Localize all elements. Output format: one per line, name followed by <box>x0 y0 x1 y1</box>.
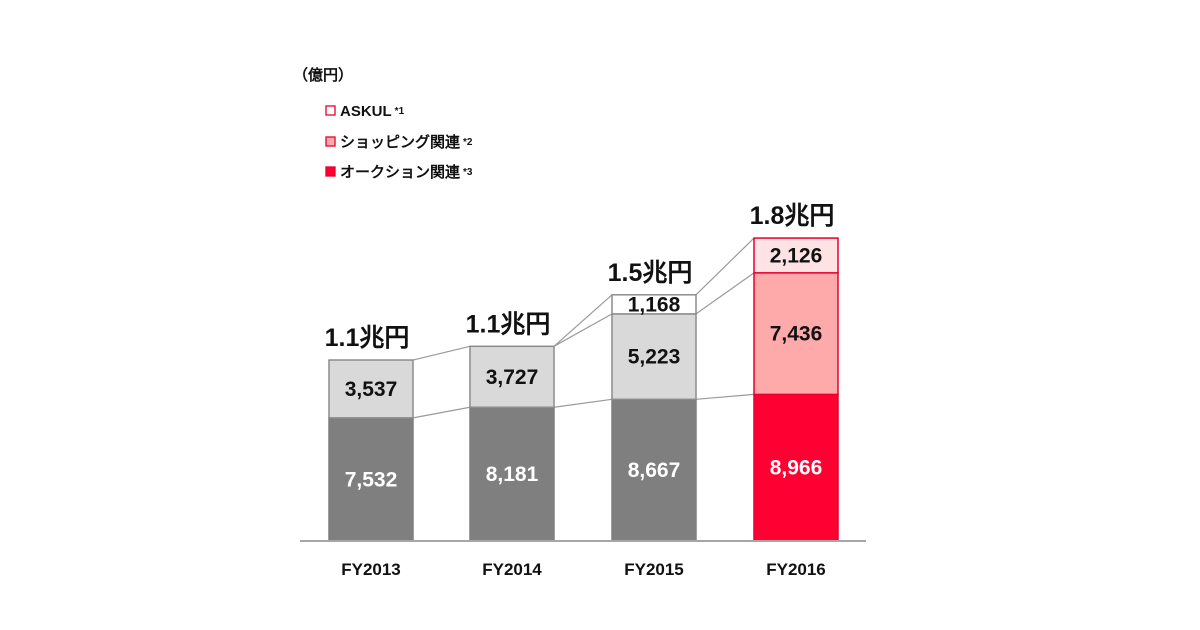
bar-segment-shopping-fy2013 <box>328 359 414 419</box>
legend-label-shopping: ショッピング関連 *2 <box>340 133 473 151</box>
value-label-auction-fy2014: 8,181 <box>486 463 539 486</box>
bar-segment-auction-fy2016 <box>753 393 839 542</box>
x-tick-fy2015: FY2015 <box>624 560 684 579</box>
connector-line <box>553 313 613 347</box>
bar-segment-shopping-fy2015 <box>611 313 697 401</box>
bar-segment-auction-fy2013 <box>328 417 414 542</box>
value-label-shopping-fy2015: 5,223 <box>628 346 681 369</box>
bar-segment-askul-fy2015 <box>611 294 697 315</box>
legend-swatch-shopping <box>325 136 336 147</box>
legend-swatch-auction <box>325 166 336 177</box>
total-label-fy2016: 1.8兆円 <box>750 202 835 230</box>
connector-line <box>412 406 471 419</box>
total-label-fy2015: 1.5兆円 <box>608 259 693 287</box>
value-label-shopping-fy2016: 7,436 <box>770 323 823 346</box>
x-tick-fy2016: FY2016 <box>766 560 826 579</box>
bar-segment-shopping-fy2014 <box>469 345 555 408</box>
value-label-shopping-fy2014: 3,727 <box>486 366 539 389</box>
value-label-askul-fy2015: 1,168 <box>628 293 681 316</box>
total-labels: 1.1兆円 1.1兆円 1.5兆円 1.8兆円 <box>325 202 835 352</box>
bar-segment-askul-fy2016 <box>753 237 839 274</box>
bar-segment-shopping-fy2016 <box>753 272 839 396</box>
legend-label-askul: ASKUL *1 <box>340 103 405 120</box>
value-label-auction-fy2013: 7,532 <box>345 468 398 491</box>
connector-line <box>412 345 471 361</box>
connector-line <box>695 272 755 315</box>
total-label-fy2014: 1.1兆円 <box>466 310 551 338</box>
connector-line <box>553 294 613 347</box>
legend-swatch-askul <box>325 105 336 116</box>
connector-line <box>695 237 755 296</box>
value-label-askul-fy2016: 2,126 <box>770 244 823 267</box>
x-axis-tick-labels: FY2013 FY2014 FY2015 FY2016 <box>341 560 826 579</box>
legend-label-auction: オークション関連 *3 <box>340 163 473 181</box>
value-label-auction-fy2016: 8,966 <box>770 457 823 480</box>
x-tick-fy2014: FY2014 <box>482 560 542 579</box>
segment-labels: 7,532 3,537 8,181 3,727 8,667 5,223 1,168 8,966… <box>345 244 823 491</box>
connector-lines <box>412 237 755 419</box>
value-label-auction-fy2015: 8,667 <box>628 459 681 482</box>
connector-line <box>695 393 755 400</box>
connector-line <box>553 398 613 408</box>
total-label-fy2013: 1.1兆円 <box>325 324 410 352</box>
x-tick-fy2013: FY2013 <box>341 560 401 579</box>
bars <box>328 237 839 542</box>
value-label-shopping-fy2013: 3,537 <box>345 378 398 401</box>
legend: ASKUL *1 ショッピング関連 *2 オークション関連 *3 <box>325 103 473 181</box>
unit-label: （億円） <box>293 66 353 84</box>
